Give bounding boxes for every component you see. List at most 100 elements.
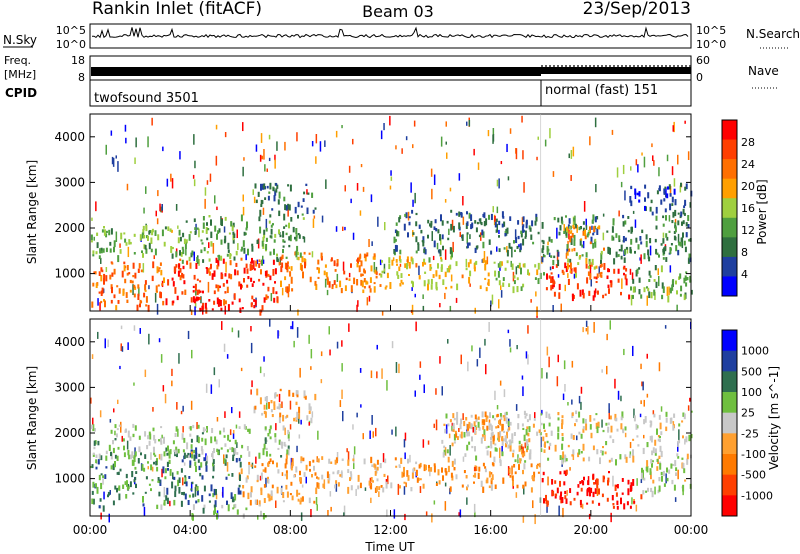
echo-speck [677,469,679,480]
echo-cell [269,182,272,190]
echo-cell [353,277,356,285]
echo-cell [566,248,569,254]
echo-cell [303,191,306,195]
echo-cell [685,271,688,274]
echo-speck [389,185,392,190]
echo-cell [195,262,198,269]
echo-cell [593,226,596,232]
echo-cell [674,199,677,206]
echo-cell [486,425,489,431]
echo-speck [180,410,183,415]
colorbar-swatch [722,276,737,297]
echo-cell [452,413,455,419]
echo-cell [582,292,585,299]
echo-cell [222,427,225,433]
echo-cell [280,266,283,273]
echo-speck [419,361,422,368]
echo-cell [688,253,691,260]
echo-cell [190,438,193,443]
echo-cell [576,491,579,496]
echo-cell [293,417,296,422]
nave-tick-bottom: 0 [696,71,703,84]
echo-cell [246,446,249,451]
echo-cell [217,284,220,292]
echo-cell [286,414,289,418]
echo-cell [470,414,473,418]
echo-cell [261,200,264,204]
echo-speck [215,124,218,130]
echo-cell [468,421,471,429]
echo-cell [588,456,591,462]
echo-speck [557,274,560,278]
echo-speck [357,300,359,307]
echo-cell [261,305,264,311]
echo-cell [272,287,275,294]
echo-cell [210,484,213,492]
echo-cell [508,283,511,288]
echo-cell [616,500,619,506]
echo-speck [631,497,633,505]
echo-speck [654,486,656,495]
echo-cell [291,461,294,467]
echo-speck [198,259,200,266]
echo-cell [196,490,199,496]
echo-cell [384,458,387,464]
echo-speck [225,261,227,273]
echo-cell [230,492,233,500]
echo-speck [678,429,680,440]
echo-cell [573,234,576,241]
echo-cell [195,447,198,454]
echo-cell [569,258,572,263]
echo-cell [153,452,156,456]
echo-speck [356,412,358,418]
echo-speck [121,435,123,442]
echo-cell [518,445,521,452]
echo-speck [147,466,149,470]
echo-cell [595,413,598,416]
echo-cell [683,294,686,301]
echo-cell [428,257,431,263]
echo-cell [632,455,635,463]
echo-cell [482,462,485,467]
echo-cell [304,261,306,269]
echo-cell [460,431,463,439]
echo-cell [100,267,103,272]
echo-speck [440,237,442,245]
echo-cell [649,206,652,212]
echo-cell [264,437,267,444]
echo-cell [251,283,254,287]
echo-cell [189,426,192,431]
echo-cell [572,435,575,440]
echo-cell [653,279,656,282]
echo-cell [240,214,243,222]
echo-cell [276,406,279,410]
echo-cell [370,482,373,490]
echo-speck [198,228,200,238]
echo-cell [258,259,261,263]
echo-cell [450,472,453,478]
echo-cell [171,247,174,250]
echo-cell [359,482,362,489]
echo-cell [620,291,622,296]
echo-cell [100,275,103,282]
echo-cell [272,269,275,276]
echo-cell [486,450,489,456]
echo-cell [287,431,290,439]
echo-speck [439,356,441,364]
echo-cell [607,284,610,289]
echo-cell [517,457,520,460]
echo-cell [466,242,469,249]
echo-cell [407,458,409,464]
echo-cell [163,241,166,247]
echo-speck [668,286,670,296]
echo-cell [372,480,374,483]
echo-speck [624,432,627,438]
echo-cell [575,419,578,423]
echo-speck [507,176,510,181]
echo-cell [299,252,302,258]
echo-cell [93,440,96,446]
echo-cell [287,448,290,456]
echo-cell [92,424,95,432]
echo-speck [147,136,149,148]
echo-cell [270,228,273,235]
